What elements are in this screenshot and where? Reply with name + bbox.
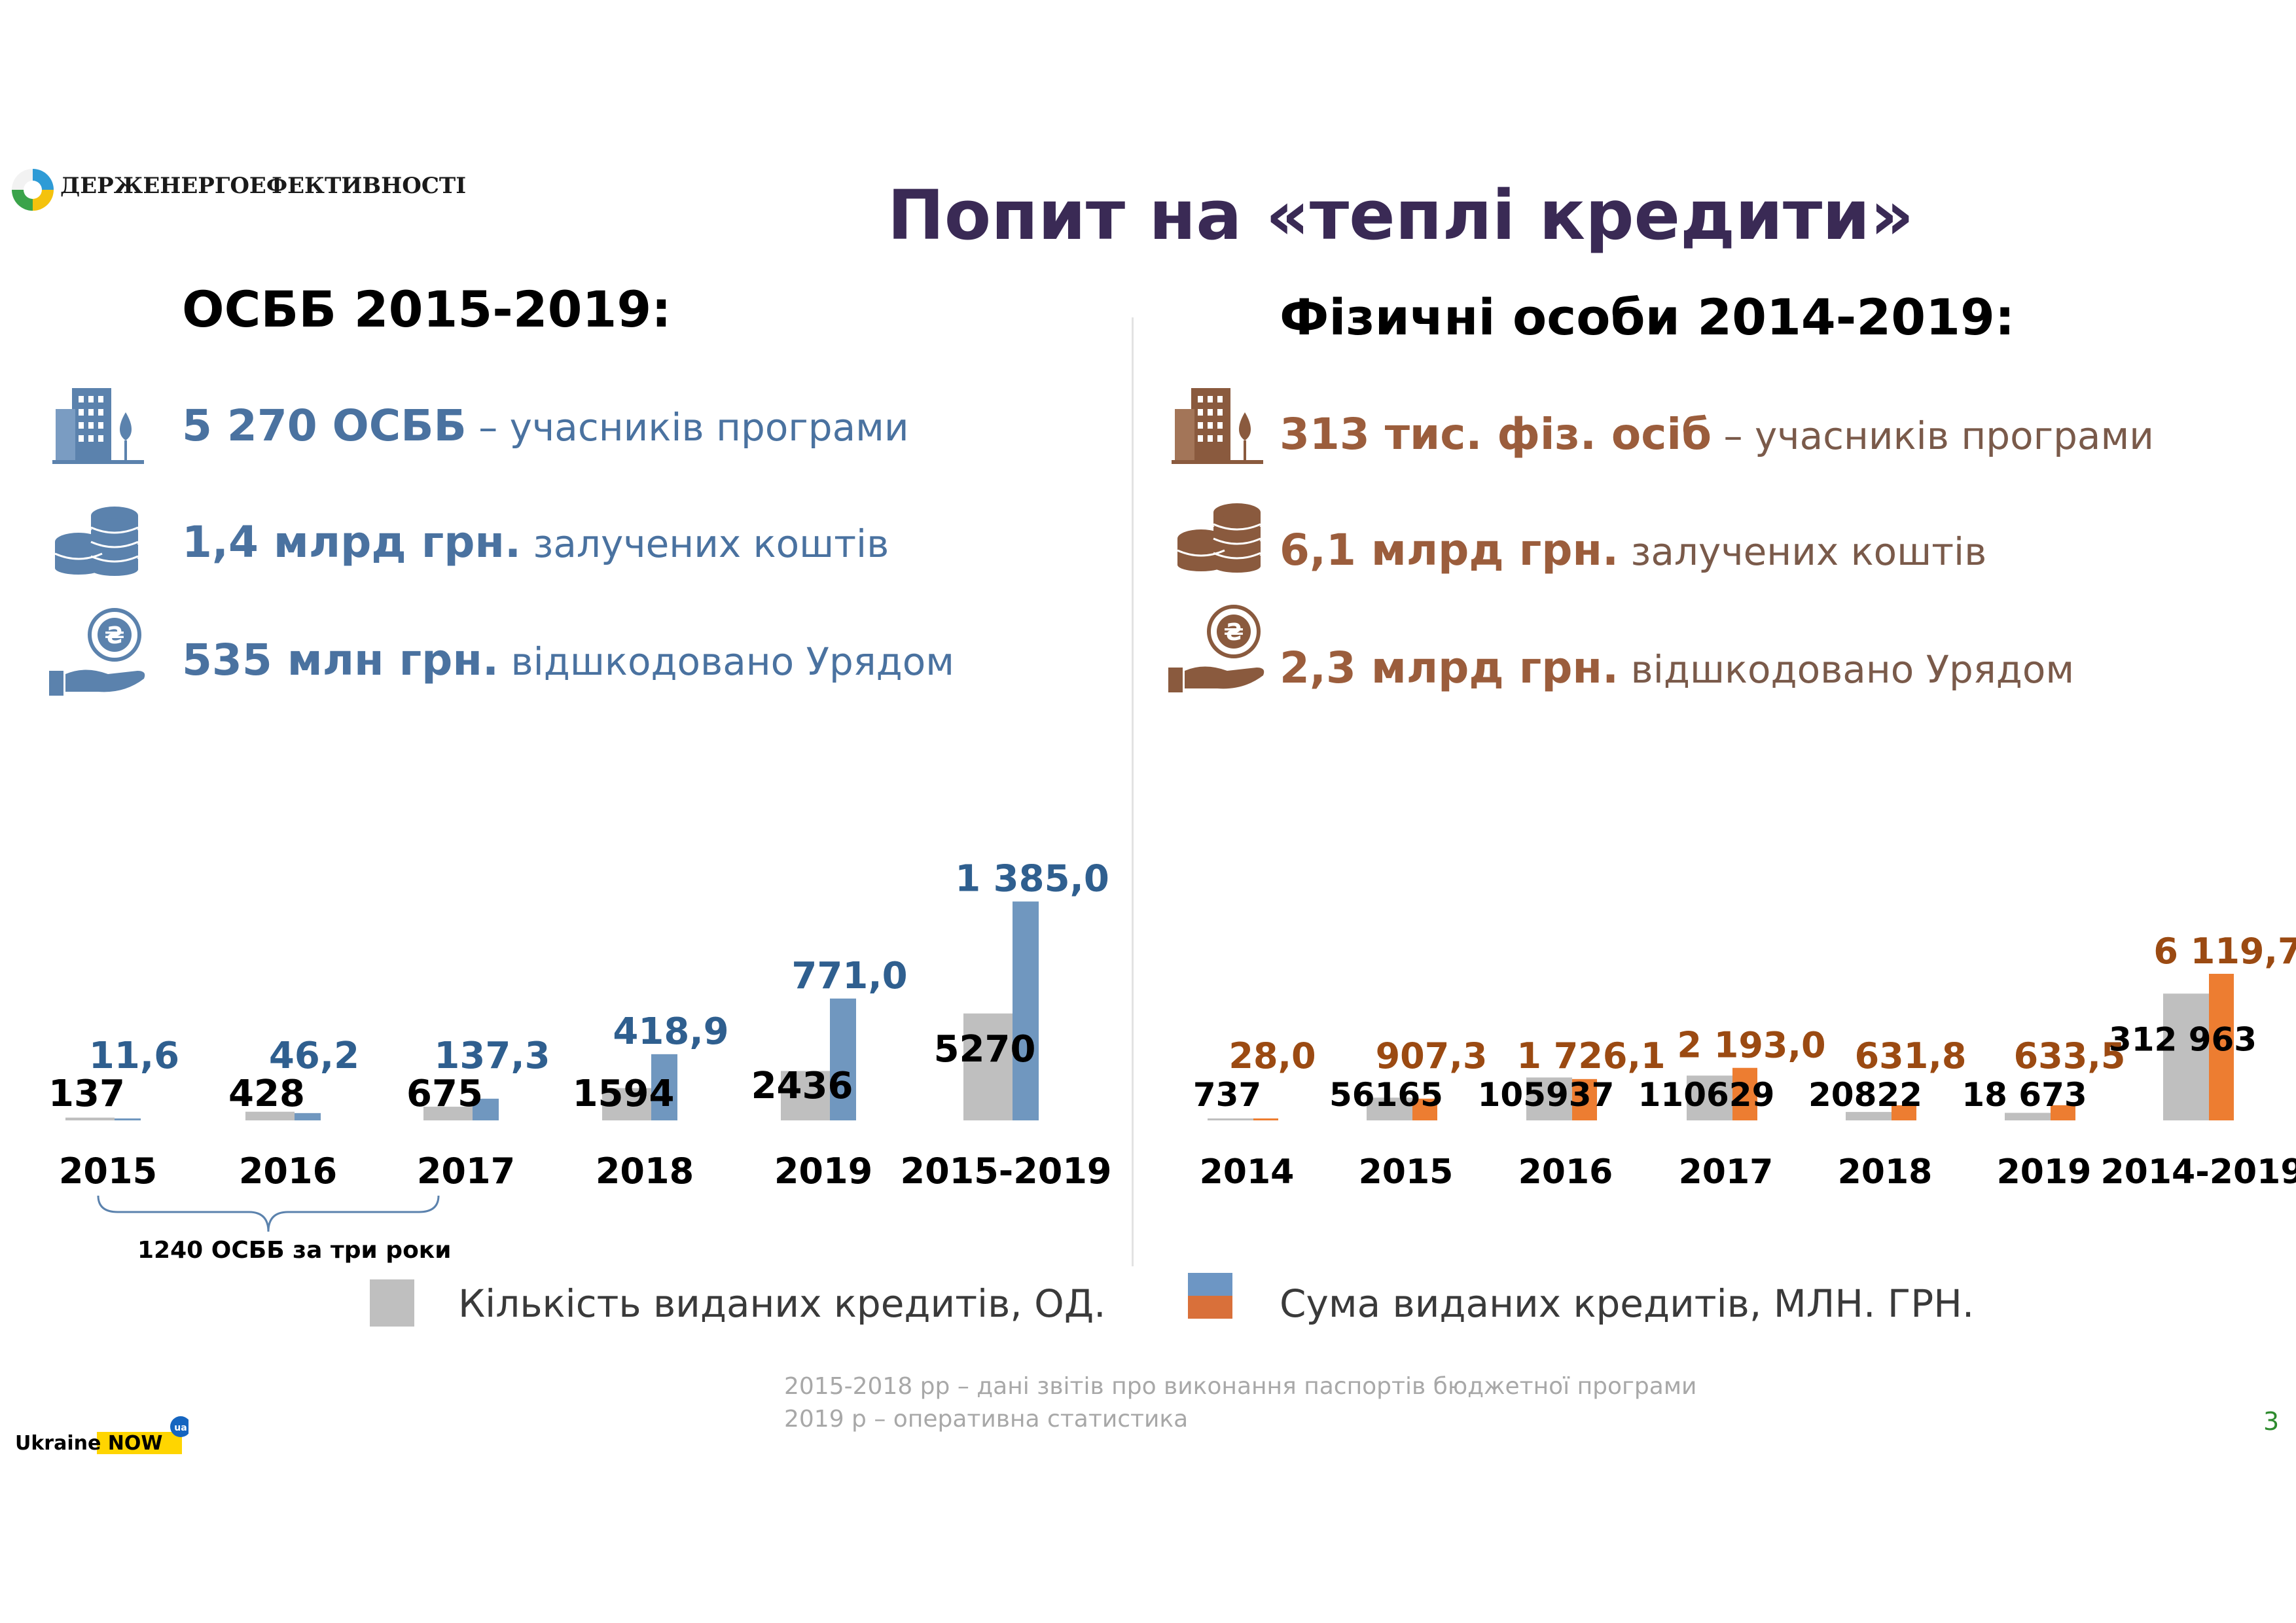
count-label-osbb-2015: 137 [48, 1073, 125, 1115]
org-logo [12, 169, 54, 211]
sum-bar-individuals-2014-2019 [2209, 974, 2234, 1120]
right-panel-title: Фізичні особи 2014-2019: [1280, 288, 2015, 346]
sum-bar-osbb-2017 [473, 1098, 499, 1120]
category-label-individuals-2015: 2015 [1359, 1152, 1454, 1192]
svg-text:₴: ₴ [105, 622, 125, 649]
category-label-individuals-2019: 2019 [1997, 1152, 2092, 1192]
count-bar-individuals-2018 [1846, 1112, 1892, 1120]
sum-label-osbb-2016: 46,2 [269, 1035, 359, 1077]
sum-label-individuals-2014: 28,0 [1229, 1035, 1316, 1077]
category-label-individuals-2014: 2014 [1200, 1152, 1295, 1192]
org-name: ДЕРЖЕНЕРГОЕФЕКТИВНОСТІ [60, 173, 467, 199]
sum-bar-individuals-2019 [2051, 1105, 2075, 1120]
sum-bar-individuals-2018 [1892, 1105, 1916, 1120]
sum-bar-osbb-2015 [115, 1118, 141, 1120]
count-bar-osbb-2015-2019 [963, 1013, 1013, 1120]
coins-icon [1177, 503, 1261, 573]
count-bar-individuals-2019 [2005, 1113, 2051, 1120]
count-bar-osbb-2019 [781, 1071, 830, 1120]
category-label-individuals-2014-2019: 2014-2019 [2100, 1152, 2296, 1192]
right-stat-compensation: 2,3 млрд грн. відшкодовано Урядом [1280, 643, 2075, 693]
right-stat-participants: 313 тис. фіз. осіб – учасників програми [1280, 409, 2154, 459]
count-bar-individuals-2014-2019 [2163, 993, 2209, 1120]
count-bar-individuals-2017 [1687, 1075, 1732, 1120]
category-label-osbb-2017: 2017 [417, 1150, 515, 1192]
category-label-osbb-2015-2019: 2015-2019 [901, 1150, 1112, 1192]
coins-icon [54, 507, 139, 576]
footnote-line-1: 2015-2018 рр – дані звітів про виконання… [784, 1373, 1697, 1400]
count-bar-individuals-2014 [1208, 1118, 1253, 1120]
count-bar-osbb-2018 [602, 1088, 651, 1120]
legend-sum-label: Сума виданих кредитів, МЛН. ГРН. [1280, 1281, 1975, 1326]
left-stat-compensation: 535 млн грн. відшкодовано Урядом [182, 635, 954, 685]
building-icon [52, 388, 144, 464]
category-label-individuals-2016: 2016 [1518, 1152, 1613, 1192]
sum-bar-osbb-2019 [830, 998, 856, 1120]
sum-label-osbb-2017: 137,3 [434, 1035, 550, 1077]
count-label-osbb-2018: 1594 [573, 1073, 675, 1115]
sum-bar-individuals-2014 [1253, 1118, 1278, 1120]
category-label-osbb-2016: 2016 [239, 1150, 337, 1192]
sum-bar-individuals-2017 [1732, 1067, 1757, 1120]
count-label-osbb-2015-2019: 5270 [934, 1028, 1036, 1071]
count-bar-individuals-2016 [1526, 1077, 1572, 1120]
sum-bar-osbb-2015-2019 [1013, 901, 1039, 1120]
count-label-individuals-2014-2019: 312 963 [2109, 1020, 2257, 1058]
count-label-individuals-2015: 56165 [1329, 1076, 1443, 1114]
category-label-osbb-2018: 2018 [596, 1150, 694, 1192]
sum-label-osbb-2015-2019: 1 385,0 [955, 858, 1109, 901]
svg-text:Ukraine NOW: Ukraine NOW [15, 1432, 163, 1455]
category-label-individuals-2018: 2018 [1838, 1152, 1933, 1192]
category-label-individuals-2017: 2017 [1679, 1152, 1774, 1192]
slide-title: Попит на «теплі кредити» [887, 175, 1914, 255]
panel-divider [1132, 317, 1134, 1266]
right-stat-funds: 6,1 млрд грн. залучених коштів [1280, 525, 1987, 575]
sum-bar-osbb-2018 [651, 1054, 677, 1120]
hand-coin-icon: ₴ [1168, 605, 1265, 692]
sum-label-individuals-2016: 1 726,1 [1516, 1035, 1665, 1077]
hand-coin-icon: ₴ [49, 608, 145, 696]
count-bar-osbb-2015 [65, 1117, 115, 1120]
sum-bar-osbb-2016 [295, 1113, 321, 1120]
sum-bar-individuals-2015 [1412, 1098, 1437, 1120]
building-icon [1172, 388, 1263, 464]
count-label-individuals-2018: 20822 [1808, 1076, 1922, 1114]
sum-label-individuals-2017: 2 193,0 [1677, 1025, 1825, 1066]
count-bar-osbb-2017 [423, 1107, 473, 1120]
sum-label-individuals-2014-2019: 6 119,7 [2153, 931, 2296, 972]
legend-count-swatch [370, 1279, 414, 1327]
brace-note: 1240 ОСББ за три роки [137, 1237, 452, 1264]
sum-label-individuals-2018: 631,8 [1855, 1035, 1967, 1077]
sum-label-osbb-2015: 11,6 [89, 1035, 179, 1077]
sum-label-individuals-2019: 633,5 [2014, 1035, 2126, 1077]
count-label-individuals-2017: 110629 [1638, 1076, 1775, 1114]
count-label-osbb-2017: 675 [406, 1073, 483, 1115]
count-bar-individuals-2015 [1367, 1097, 1412, 1120]
logo-emblem-icon [12, 169, 54, 211]
left-stat-funds: 1,4 млрд грн. залучених коштів [182, 517, 889, 567]
category-label-osbb-2015: 2015 [59, 1150, 157, 1192]
count-bar-osbb-2016 [245, 1111, 295, 1120]
sum-label-individuals-2015: 907,3 [1376, 1035, 1488, 1077]
sum-bar-individuals-2016 [1572, 1079, 1597, 1120]
sum-label-osbb-2018: 418,9 [613, 1010, 728, 1053]
svg-text:ua: ua [174, 1423, 187, 1433]
count-label-individuals-2014: 737 [1193, 1076, 1261, 1114]
left-panel-title: ОСББ 2015-2019: [182, 280, 672, 338]
ukraine-now-logo: Ukraine NOW ua [15, 1416, 188, 1455]
left-stat-participants: 5 270 ОСББ – учасників програми [182, 401, 909, 451]
legend-sum-swatch [1188, 1273, 1232, 1319]
footnote-line-2: 2019 р – оперативна статистика [784, 1406, 1189, 1433]
category-label-osbb-2019: 2019 [774, 1150, 872, 1192]
sum-label-osbb-2019: 771,0 [791, 955, 907, 997]
count-label-osbb-2019: 2436 [751, 1065, 853, 1107]
brace-icon [97, 1195, 440, 1232]
count-label-osbb-2016: 428 [228, 1073, 305, 1115]
legend-count-label: Кількість виданих кредитів, ОД. [458, 1281, 1106, 1326]
page-number: 3 [2263, 1407, 2280, 1436]
count-label-individuals-2019: 18 673 [1962, 1076, 2087, 1114]
svg-text:₴: ₴ [1224, 619, 1244, 646]
count-label-individuals-2016: 105937 [1478, 1076, 1615, 1114]
